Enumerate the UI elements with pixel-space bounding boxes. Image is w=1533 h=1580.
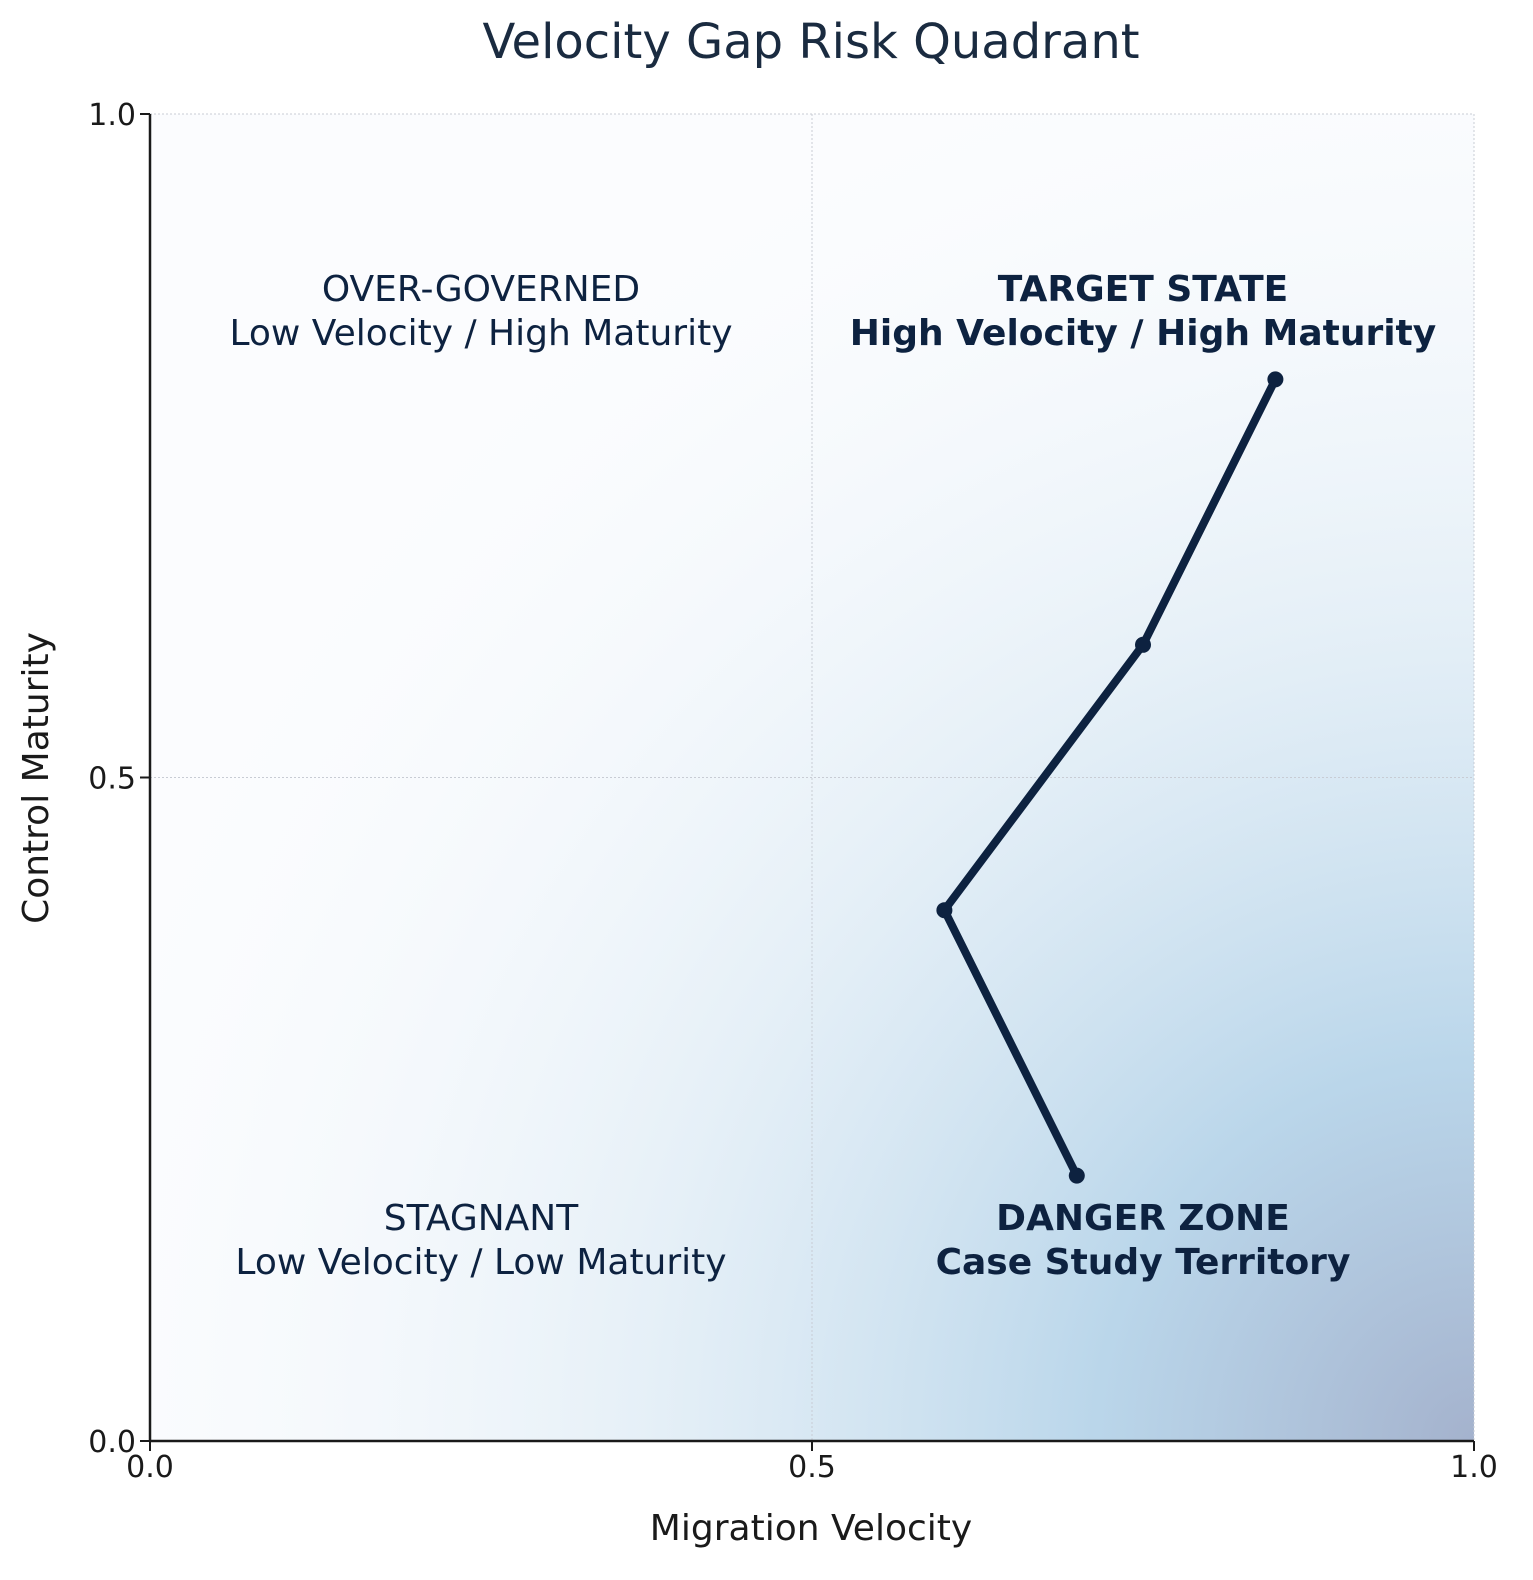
data-point — [1068, 1167, 1085, 1184]
quadrant-subtitle: Low Velocity / High Maturity — [229, 313, 732, 354]
quadrant-subtitle: High Velocity / High Maturity — [850, 313, 1436, 354]
x-tick-label: 0.0 — [126, 1450, 174, 1485]
series-layer — [936, 371, 1284, 1184]
chart-title: Velocity Gap Risk Quadrant — [482, 14, 1139, 70]
y-axis-label: Control Maturity — [16, 632, 57, 924]
data-point — [936, 902, 953, 919]
x-tick-label: 1.0 — [1450, 1450, 1498, 1485]
quadrant-title: TARGET STATE — [998, 269, 1288, 310]
x-tick-label: 0.5 — [788, 1450, 836, 1485]
data-point — [1135, 636, 1151, 653]
quadrant-title: DANGER ZONE — [996, 1198, 1290, 1239]
y-tick-label: 0.0 — [88, 1425, 136, 1460]
series-line — [940, 375, 1280, 1180]
data-point — [1267, 371, 1284, 388]
y-tick-label: 0.5 — [88, 762, 136, 797]
x-axis-label: Migration Velocity — [650, 1508, 972, 1549]
quadrant-title: STAGNANT — [384, 1198, 579, 1239]
quadrant-subtitle: Case Study Territory — [936, 1242, 1351, 1283]
quadrant-title: OVER-GOVERNED — [322, 269, 640, 310]
axes: 0.0 0.5 1.0 0.0 0.5 1.0 — [88, 98, 1498, 1485]
quadrant-subtitle: Low Velocity / Low Maturity — [235, 1242, 726, 1283]
grid-lines — [150, 113, 1475, 1441]
y-tick-label: 1.0 — [88, 98, 136, 133]
